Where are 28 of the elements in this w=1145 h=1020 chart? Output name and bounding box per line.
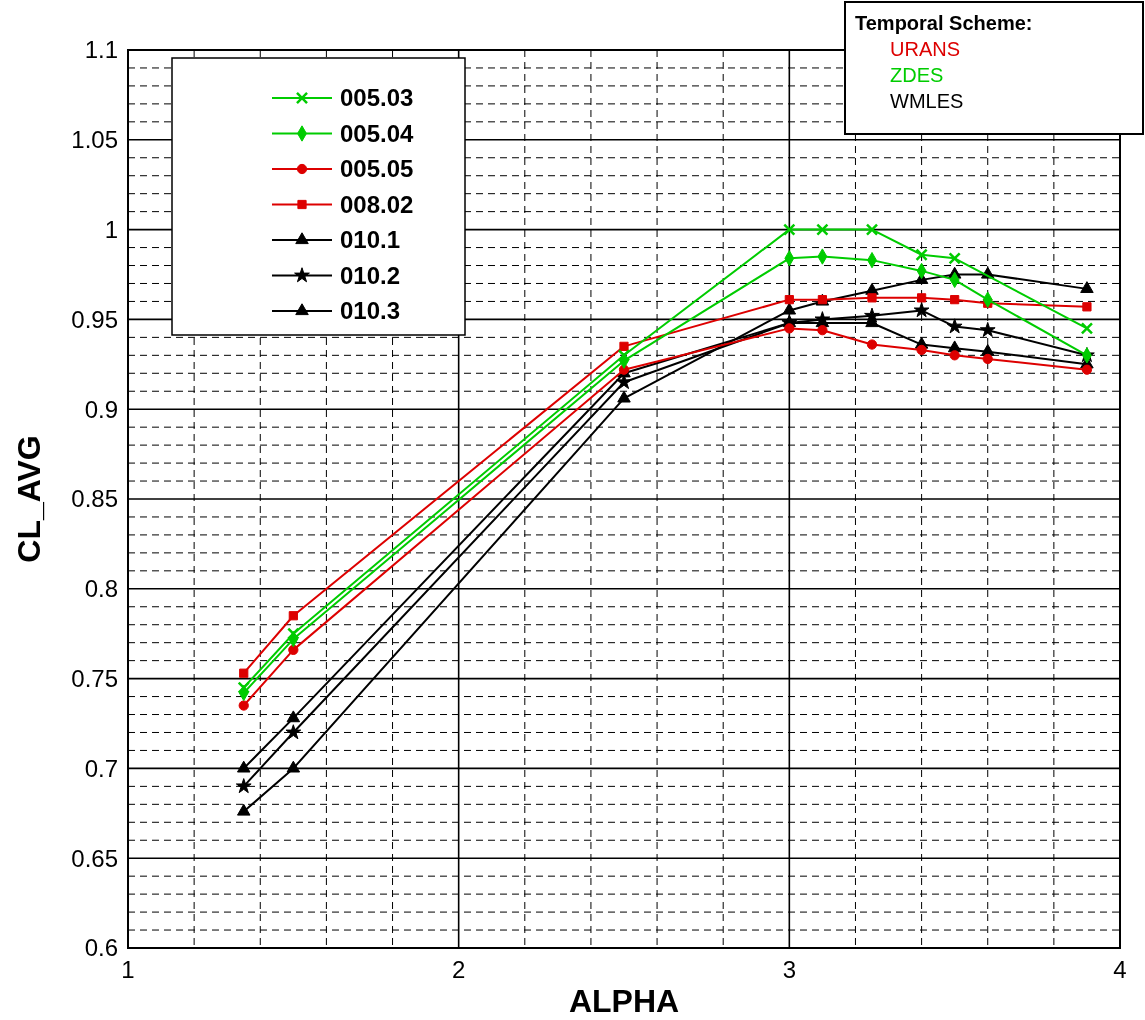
legend-label: 005.05 — [340, 155, 414, 183]
y-tick-label: 0.7 — [84, 754, 118, 782]
x-tick-label: 4 — [1113, 956, 1127, 983]
legend-label: 008.02 — [340, 190, 414, 218]
y-axis-title: CL_AVG — [11, 435, 47, 563]
y-tick-label: 1.05 — [71, 126, 118, 154]
legend-label: 010.1 — [340, 226, 401, 254]
y-tick-label: 0.75 — [71, 665, 118, 692]
y-tick-label: 0.85 — [71, 485, 118, 513]
y-tick-label: 0.95 — [71, 305, 118, 333]
y-tick-label: 0.6 — [84, 934, 118, 962]
annotation: WMLES — [890, 90, 964, 112]
legend-label: 005.03 — [340, 84, 414, 112]
y-tick-label: 1.1 — [84, 36, 118, 64]
annotation: URANS — [890, 38, 961, 60]
text: Temporal Scheme: — [855, 12, 1033, 34]
y-tick-label: 0.8 — [84, 575, 118, 603]
legend-label: 010.2 — [340, 261, 401, 289]
legend-label: 005.04 — [340, 119, 415, 147]
annotation: ZDES — [890, 64, 944, 86]
y-tick-label: 0.9 — [84, 395, 118, 423]
x-tick-label: 1 — [121, 956, 135, 983]
x-tick-label: 3 — [782, 956, 797, 983]
legend-label: 010.3 — [340, 297, 401, 325]
y-tick-label: 0.65 — [71, 844, 118, 872]
y-tick-label: 1 — [104, 216, 118, 243]
x-tick-label: 2 — [451, 956, 466, 983]
x-axis-title: ALPHA — [568, 983, 680, 1019]
